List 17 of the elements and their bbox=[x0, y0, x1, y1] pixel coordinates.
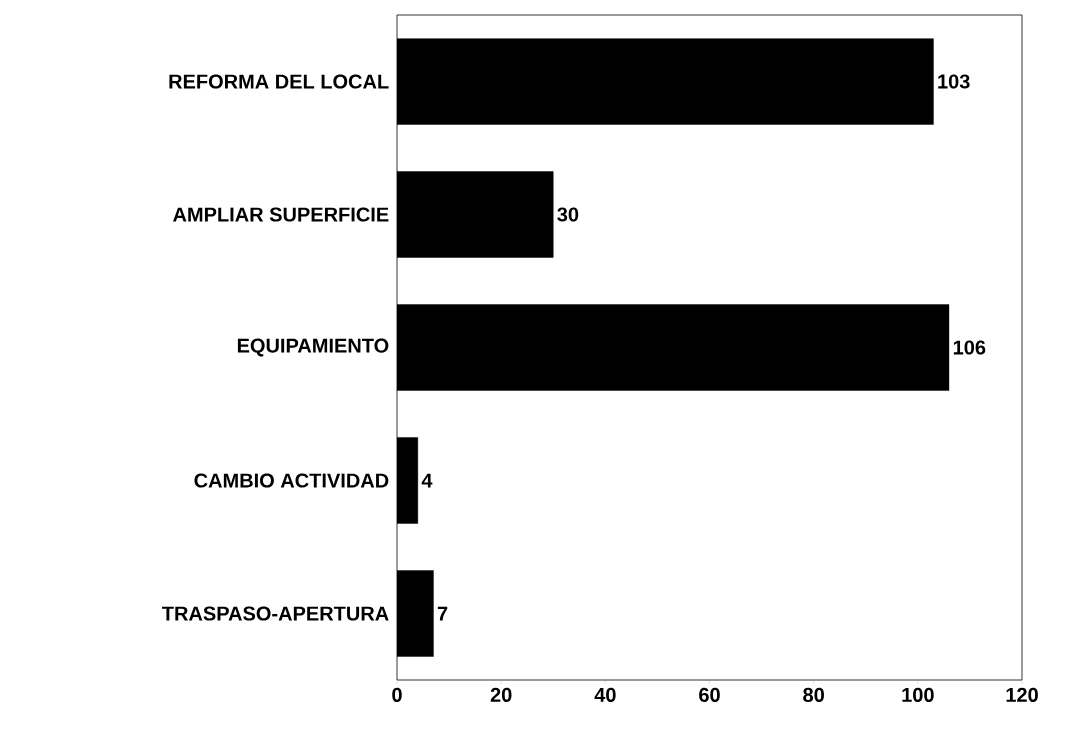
data-label: 4 bbox=[421, 473, 433, 488]
x-tick-label: 0 bbox=[392, 687, 402, 702]
y-tick-label: CAMBIO ACTIVIDAD bbox=[194, 473, 389, 488]
data-label: 103 bbox=[938, 74, 970, 89]
data-label: 7 bbox=[437, 606, 448, 621]
data-label: 106 bbox=[953, 340, 986, 355]
x-tick-label: 60 bbox=[699, 687, 720, 702]
y-tick-label: TRASPASO-APERTURA bbox=[162, 606, 389, 621]
x-tick-label: 80 bbox=[803, 687, 824, 702]
x-tick-label: 20 bbox=[490, 687, 512, 702]
y-tick-label: EQUIPAMIENTO bbox=[237, 338, 389, 357]
y-tick-label: REFORMA DEL LOCAL bbox=[169, 74, 389, 89]
x-tick-label: 120 bbox=[1006, 687, 1038, 702]
y-tick-label: AMPLIAR SUPERFICIE bbox=[173, 207, 389, 222]
x-tick-label: 40 bbox=[594, 687, 616, 702]
x-tick-label: 100 bbox=[902, 687, 934, 702]
data-label: 30 bbox=[557, 207, 579, 222]
